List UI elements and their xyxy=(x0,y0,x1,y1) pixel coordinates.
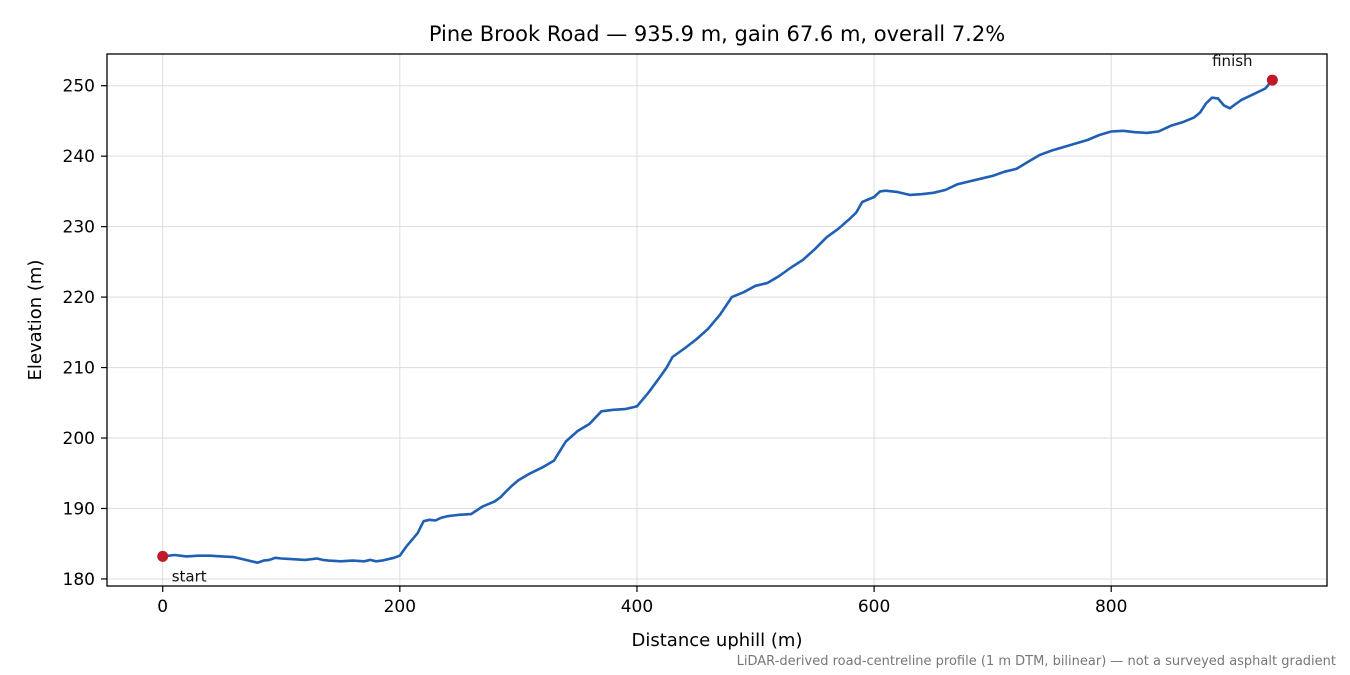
y-tick-label: 230 xyxy=(63,218,95,238)
footnote: LiDAR-derived road-centreline profile (1… xyxy=(737,654,1336,669)
grid-layer xyxy=(107,54,1327,586)
y-tick-label: 210 xyxy=(63,359,95,379)
x-tick-label: 800 xyxy=(1095,597,1127,617)
line-layer xyxy=(161,78,1274,565)
x-tick-label: 400 xyxy=(621,597,653,617)
start-marker xyxy=(157,550,169,562)
x-tick-label: 600 xyxy=(858,597,890,617)
finish-marker xyxy=(1266,74,1278,86)
y-tick-label: 250 xyxy=(63,77,95,97)
y-tick-label: 200 xyxy=(63,429,95,449)
y-axis-label: Elevation (m) xyxy=(25,260,46,381)
marker-layer: start finish xyxy=(157,52,1278,585)
y-tick-label: 180 xyxy=(63,570,95,590)
y-tick-label: 220 xyxy=(63,288,95,308)
plot-frame xyxy=(106,53,1328,587)
y-tick-label: 240 xyxy=(63,147,95,167)
x-axis-label: Distance uphill (m) xyxy=(632,630,803,651)
x-tick-label: 200 xyxy=(384,597,416,617)
finish-label: finish xyxy=(1212,52,1252,70)
y-tick-label: 190 xyxy=(63,499,95,519)
x-tick-label: 0 xyxy=(157,597,168,617)
chart-title: Pine Brook Road — 935.9 m, gain 67.6 m, … xyxy=(429,22,1005,46)
tick-layer: 0 200 400 600 800 180 190 200 210 220 230 240 250 xyxy=(63,77,1128,617)
elevation-profile-line xyxy=(161,78,1274,565)
start-label: start xyxy=(172,567,207,585)
